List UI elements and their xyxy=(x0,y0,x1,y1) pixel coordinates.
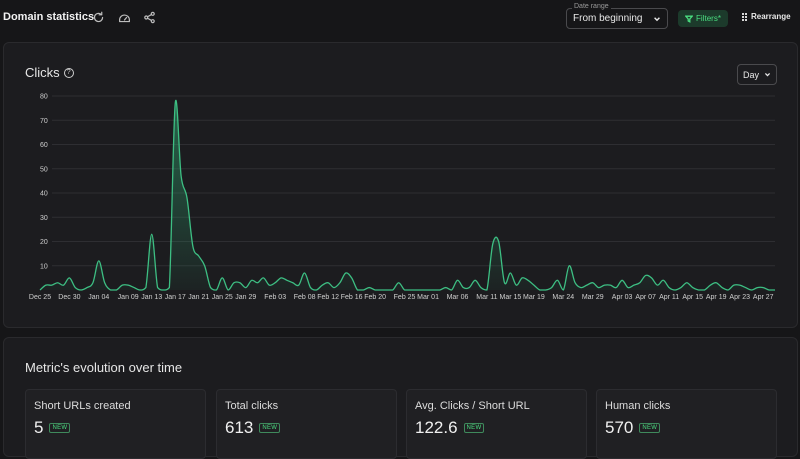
metric-label: Human clicks xyxy=(605,400,671,412)
rearrange-button[interactable]: Rearrange xyxy=(742,12,791,21)
y-tick-label: 60 xyxy=(40,142,48,149)
y-tick-label: 20 xyxy=(40,239,48,246)
date-range-select[interactable]: Date range From beginning xyxy=(566,3,668,29)
x-tick-label: Apr 15 xyxy=(682,294,703,301)
granularity-value: Day xyxy=(742,69,759,80)
page-title: Domain statistics xyxy=(3,11,95,23)
metric-label: Short URLs created xyxy=(34,400,131,412)
x-tick-label: Jan 25 xyxy=(212,294,233,301)
x-tick-label: Jan 09 xyxy=(118,294,139,301)
clicks-title-text: Clicks xyxy=(25,65,60,80)
metric-tile-avg-clicks: Avg. Clicks / Short URL 122.6 NEW xyxy=(406,389,587,459)
x-tick-label: Mar 06 xyxy=(447,294,469,301)
filters-button[interactable]: Filters* xyxy=(678,10,728,27)
x-tick-label: Jan 04 xyxy=(88,294,109,301)
metrics-card: Metric's evolution over time Short URLs … xyxy=(3,337,798,459)
x-tick-label: Mar 24 xyxy=(552,294,574,301)
x-tick-label: Feb 25 xyxy=(394,294,416,301)
metric-tile-human-clicks: Human clicks 570 NEW xyxy=(596,389,777,459)
metric-value: 5 xyxy=(34,418,44,437)
x-tick-label: Dec 30 xyxy=(58,294,80,301)
clicks-card: Clicks ? Day xyxy=(3,42,798,328)
x-tick-label: Apr 03 xyxy=(612,294,633,301)
x-tick-label: Apr 27 xyxy=(753,294,774,301)
x-tick-label: Feb 12 xyxy=(317,294,339,301)
y-tick-label: 80 xyxy=(40,94,48,101)
clicks-chart: 10 20 30 40 50 60 70 80 Dec 25 Dec 30 Jan 04 Jan 09… xyxy=(29,94,775,301)
date-range-label: Date range xyxy=(572,3,611,10)
metric-value: 570 xyxy=(605,418,634,437)
share-icon[interactable] xyxy=(141,9,157,25)
y-tick-label: 40 xyxy=(40,191,48,198)
metric-value: 122.6 xyxy=(415,418,458,437)
metric-tile-short-urls: Short URLs created 5 NEW xyxy=(25,389,206,459)
x-tick-label: Apr 19 xyxy=(706,294,727,301)
x-tick-label: Dec 25 xyxy=(29,294,51,301)
x-tick-label: Jan 21 xyxy=(188,294,209,301)
chevron-down-icon xyxy=(764,73,771,77)
x-tick-label: Jan 13 xyxy=(141,294,162,301)
x-tick-label: Feb 16 xyxy=(341,294,363,301)
drag-grip-icon xyxy=(742,12,747,21)
chevron-down-icon xyxy=(654,17,660,22)
filters-label: Filters* xyxy=(696,14,721,23)
y-tick-label: 10 xyxy=(40,263,48,270)
x-tick-label: Mar 11 xyxy=(476,294,497,301)
x-tick-label: Mar 15 xyxy=(500,294,522,301)
clicks-line xyxy=(39,99,775,291)
x-tick-label: Mar 29 xyxy=(582,294,604,301)
new-badge: NEW xyxy=(259,423,281,433)
new-badge: NEW xyxy=(639,423,661,433)
new-badge: NEW xyxy=(463,423,485,433)
x-tick-label: Mar 01 xyxy=(417,294,439,301)
y-tick-label: 70 xyxy=(40,118,48,125)
date-range-value: From beginning xyxy=(573,13,643,24)
x-tick-label: Apr 11 xyxy=(659,294,679,301)
new-badge: NEW xyxy=(49,423,71,433)
rearrange-label: Rearrange xyxy=(751,12,791,21)
dashboard-gauge-icon[interactable] xyxy=(116,9,132,25)
metric-tile-total-clicks: Total clicks 613 NEW xyxy=(216,389,397,459)
granularity-select[interactable]: Day xyxy=(737,64,777,85)
x-tick-label: Jan 29 xyxy=(235,294,256,301)
clicks-title: Clicks ? xyxy=(25,65,74,80)
filter-icon xyxy=(685,15,694,23)
y-tick-label: 30 xyxy=(40,215,48,222)
x-tick-label: Feb 08 xyxy=(294,294,316,301)
refresh-icon[interactable] xyxy=(90,9,106,25)
clicks-area xyxy=(40,100,775,290)
x-tick-label: Jan 17 xyxy=(165,294,186,301)
x-tick-label: Mar 19 xyxy=(523,294,545,301)
x-tick-label: Apr 23 xyxy=(729,294,750,301)
metric-label: Avg. Clicks / Short URL xyxy=(415,400,530,412)
metric-value: 613 xyxy=(225,418,254,437)
x-tick-label: Feb 20 xyxy=(364,294,386,301)
metric-label: Total clicks xyxy=(225,400,279,412)
x-tick-label: Feb 03 xyxy=(264,294,286,301)
y-tick-label: 50 xyxy=(40,166,48,173)
help-icon[interactable]: ? xyxy=(63,67,74,78)
x-tick-label: Apr 07 xyxy=(635,294,656,301)
top-bar: Domain statistics Date range From beginn… xyxy=(0,0,800,40)
metrics-title: Metric's evolution over time xyxy=(25,360,183,375)
